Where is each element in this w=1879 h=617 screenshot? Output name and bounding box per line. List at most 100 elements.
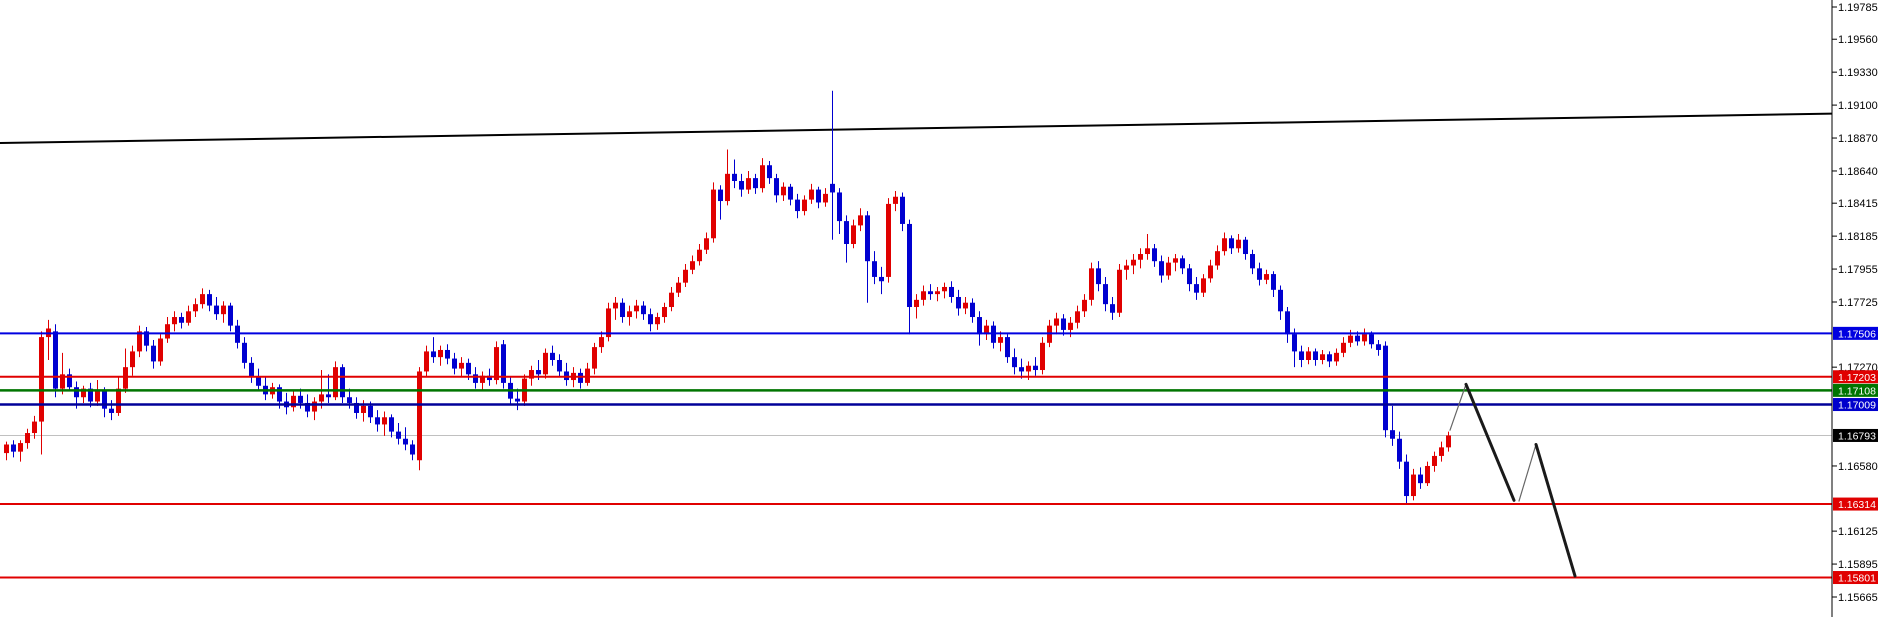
candle-body bbox=[928, 291, 933, 295]
candle-body bbox=[669, 292, 674, 308]
candles-series bbox=[4, 90, 1451, 504]
price-badge-1.15801 bbox=[1833, 571, 1878, 585]
candle-body bbox=[1446, 435, 1451, 448]
price-tick-label-1.16125: 1.16125 bbox=[1838, 526, 1878, 538]
candle-body bbox=[753, 178, 758, 189]
price-badge-1.16314 bbox=[1833, 497, 1878, 511]
projection-arrow-segment-4[interactable] bbox=[1534, 442, 1577, 578]
price-badge-label-1.17203: 1.17203 bbox=[1838, 372, 1876, 384]
candle-body bbox=[1180, 258, 1185, 269]
candle-body bbox=[781, 186, 786, 196]
candle-body bbox=[1397, 438, 1402, 462]
candle-body bbox=[130, 351, 135, 368]
candle-body bbox=[816, 189, 821, 203]
candle-body bbox=[963, 302, 968, 309]
candle-body bbox=[1005, 337, 1010, 358]
candle-body bbox=[431, 351, 436, 358]
candle-body bbox=[354, 402, 359, 413]
candle-body bbox=[424, 351, 429, 372]
candle-body bbox=[501, 344, 506, 383]
candle-body bbox=[60, 374, 65, 389]
candle-body bbox=[592, 347, 597, 369]
candle-body bbox=[543, 352, 548, 375]
candle-body bbox=[1236, 239, 1241, 249]
candle-body bbox=[578, 372, 583, 383]
price-tick-label-1.18415: 1.18415 bbox=[1838, 198, 1878, 210]
candle-body bbox=[1404, 461, 1409, 497]
candle-body bbox=[1068, 322, 1073, 330]
candle-body bbox=[1222, 238, 1227, 252]
candle-body bbox=[564, 371, 569, 381]
candle-body bbox=[585, 368, 590, 383]
candle-body bbox=[557, 359, 562, 372]
candle-body bbox=[109, 408, 114, 413]
candle-body bbox=[123, 367, 128, 389]
projection-arrow-segment-3[interactable] bbox=[1518, 443, 1537, 502]
price-tick-label-1.19330: 1.19330 bbox=[1838, 67, 1878, 79]
candle-body bbox=[116, 388, 121, 413]
candle-body bbox=[305, 402, 310, 412]
candle-body bbox=[1341, 342, 1346, 353]
projection-arrow-segment-1[interactable] bbox=[1449, 383, 1467, 431]
candle-body bbox=[256, 377, 261, 386]
projection-arrow-segment-2[interactable] bbox=[1464, 382, 1516, 502]
candle-body bbox=[88, 388, 93, 402]
price-tick-label-1.15665: 1.15665 bbox=[1838, 592, 1878, 604]
candle-body bbox=[809, 189, 814, 200]
candle-body bbox=[382, 417, 387, 425]
candle-body bbox=[151, 345, 156, 362]
trendline[interactable] bbox=[0, 112, 1833, 145]
candle-body bbox=[1131, 259, 1136, 266]
candle-body bbox=[536, 370, 541, 375]
candle-body bbox=[340, 367, 345, 398]
candle-body bbox=[1145, 248, 1150, 255]
candle-body bbox=[368, 405, 373, 418]
candle-body bbox=[1439, 447, 1444, 456]
candle-body bbox=[494, 347, 499, 381]
candle-body bbox=[1082, 299, 1087, 312]
candle-body bbox=[193, 304, 198, 312]
candle-body bbox=[179, 317, 184, 323]
candle-body bbox=[767, 165, 772, 179]
candle-body bbox=[1054, 318, 1059, 326]
candle-body bbox=[333, 367, 338, 398]
candle-body bbox=[599, 337, 604, 348]
candle-body bbox=[1096, 268, 1101, 285]
price-tick-label-1.19785: 1.19785 bbox=[1838, 2, 1878, 14]
candle-body bbox=[907, 223, 912, 308]
candle-body bbox=[1306, 351, 1311, 360]
candle-body bbox=[774, 178, 779, 196]
candle-body bbox=[172, 317, 177, 325]
price-tick-label-1.17725: 1.17725 bbox=[1838, 297, 1878, 309]
candle-body bbox=[858, 215, 863, 226]
candle-body bbox=[634, 305, 639, 312]
candle-body bbox=[550, 352, 555, 360]
candle-body bbox=[459, 362, 464, 369]
candle-body bbox=[977, 317, 982, 335]
candle-body bbox=[739, 180, 744, 190]
price-tick-label-1.19560: 1.19560 bbox=[1838, 34, 1878, 46]
candle-body bbox=[326, 394, 331, 398]
candle-body bbox=[1159, 261, 1164, 276]
candle-body bbox=[1271, 274, 1276, 290]
price-tick-label-1.16580: 1.16580 bbox=[1838, 461, 1878, 473]
candle-body bbox=[1075, 311, 1080, 323]
candle-body bbox=[1355, 335, 1360, 342]
candle-body bbox=[1320, 354, 1325, 360]
candle-body bbox=[11, 444, 16, 452]
candle-body bbox=[1334, 352, 1339, 362]
price-badge-label-1.17009: 1.17009 bbox=[1838, 400, 1876, 412]
candle-body bbox=[18, 443, 23, 452]
price-tick-label-1.17955: 1.17955 bbox=[1838, 264, 1878, 276]
candle-body bbox=[1411, 474, 1416, 497]
candle-body bbox=[480, 375, 485, 383]
candle-body bbox=[291, 395, 296, 408]
candle-body bbox=[214, 305, 219, 315]
price-tick-label-1.15895: 1.15895 bbox=[1838, 559, 1878, 571]
candle-body bbox=[53, 331, 58, 389]
candle-body bbox=[242, 342, 247, 363]
candle-body bbox=[942, 286, 947, 292]
candle-body bbox=[221, 305, 226, 315]
candle-body bbox=[165, 324, 170, 339]
